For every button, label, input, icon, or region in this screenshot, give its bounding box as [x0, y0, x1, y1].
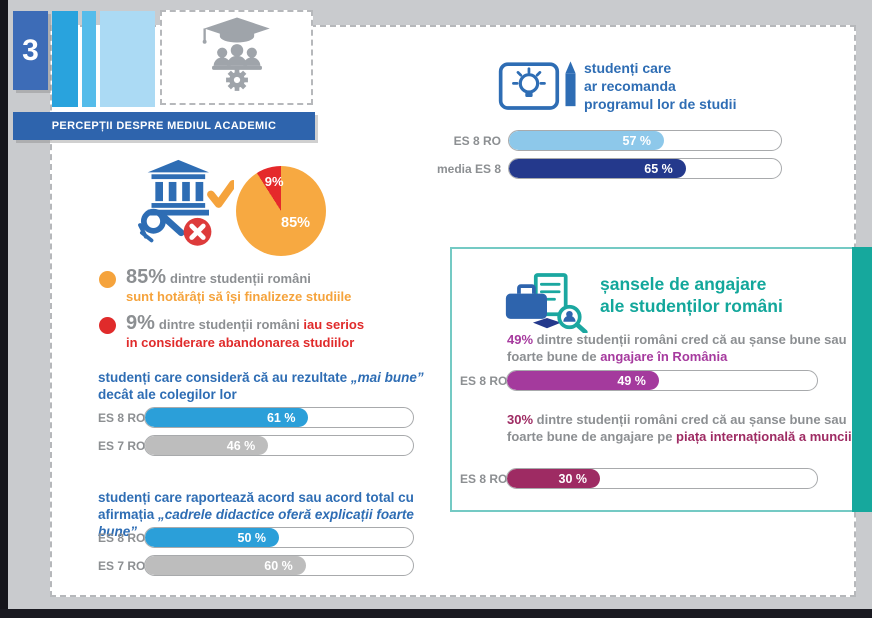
header-icon-box: [160, 10, 313, 105]
section-title-banner: PERCEPȚII DESPRE MEDIUL ACADEMIC: [13, 112, 315, 140]
heading-quote: „mai bune”: [350, 370, 424, 385]
bar-row: ES 8 RO 50 %: [98, 527, 414, 548]
teaching-heading: studenți care raportează acord sau acord…: [98, 489, 446, 540]
decor-stripe: [82, 11, 96, 107]
bar-track: 50 %: [144, 527, 414, 548]
section-number-box: 3: [13, 11, 48, 90]
bar-fill: 65 %: [509, 159, 686, 178]
bar-category-label: media ES 8: [436, 161, 501, 176]
bar-fill: 46 %: [145, 436, 269, 455]
bar-category-label: ES 8 RO: [98, 410, 146, 425]
bar-row: ES 7 RO 46 %: [98, 435, 414, 456]
bar-value-label: 65 %: [644, 161, 673, 176]
employment-panel: șansele de angajare ale studenților româ…: [450, 247, 854, 512]
bar-fill: 60 %: [145, 556, 306, 575]
bar-row: ES 8 RO 57 %: [430, 130, 782, 151]
stat-emphasis: iau serios: [303, 316, 365, 332]
bar-track: 57 %: [508, 130, 782, 151]
bar-row: ES 8 RO 49 %: [460, 370, 818, 391]
stat-emphasis: angajare în România: [600, 348, 728, 364]
completion-pie-chart: 9% 85%: [236, 166, 326, 256]
pie-slice-label: 9%: [264, 174, 284, 190]
recommend-bar-chart: ES 8 RO 57 % media ES 8 65 %: [430, 130, 782, 186]
bar-value-label: 30 %: [558, 471, 588, 486]
legend-item-finish: 85% dintre studenții români sunt hotărâți…: [99, 265, 434, 305]
bar-category-label: ES 8 RO: [460, 471, 508, 486]
red-bullet-icon: [99, 316, 116, 334]
stat-emphasis: sunt hotărâți să își finalizeze studiile: [126, 289, 352, 304]
bar-fill: 50 %: [145, 528, 279, 547]
left-edge-strip: [0, 0, 8, 618]
heading-text: studenți care consideră că au rezultate: [98, 370, 351, 385]
stat-emphasis: in considerare abandonarea studiilor: [126, 334, 355, 350]
stat-percent: 49%: [507, 332, 534, 347]
stat-percent: 30%: [507, 412, 534, 427]
bar-value-label: 57 %: [622, 133, 652, 148]
bar-fill: 49 %: [507, 371, 659, 390]
bar-track: 60 %: [144, 555, 414, 576]
bar-category-label: ES 8 RO: [98, 530, 146, 545]
bar-category-label: ES 8 RO: [460, 373, 508, 388]
recommend-heading-line: studenți care: [584, 60, 672, 76]
employment-title-line: șansele de angajare: [600, 274, 767, 294]
employment-intl-text: 30% dintre studenții români cred că au ș…: [507, 412, 857, 446]
decor-stripe: [52, 11, 78, 107]
bar-fill: 30 %: [507, 469, 600, 488]
bar-row: media ES 8 65 %: [430, 158, 782, 179]
results-bar-chart: ES 8 RO 61 % ES 7 RO 46 %: [98, 407, 414, 463]
bar-value-label: 61 %: [266, 410, 296, 425]
teal-accent-block: [852, 247, 872, 512]
results-heading: studenți care consideră că au rezultate …: [98, 369, 436, 403]
bar-value-label: 60 %: [264, 558, 293, 573]
section-title: PERCEPȚII DESPRE MEDIUL ACADEMIC: [51, 120, 277, 132]
bottom-edge-strip: [0, 609, 872, 618]
bar-track: 30 %: [506, 468, 818, 489]
heading-text: decât ale colegilor lor: [98, 387, 237, 403]
orange-bullet-icon: [99, 271, 116, 288]
stat-text: dintre studenții români: [170, 271, 311, 286]
scroll-lightbulb-pencil-icon: [497, 56, 581, 123]
bar-category-label: ES 7 RO: [98, 438, 146, 453]
bar-fill: 61 %: [145, 408, 309, 427]
bar-track: 65 %: [508, 158, 782, 179]
recommend-heading: studenți care ar recomanda programul lor…: [584, 60, 736, 114]
university-diploma-icon: [138, 158, 237, 255]
stat-text: dintre studenții români: [158, 316, 304, 332]
pie-slice-label: 85%: [281, 214, 311, 231]
heading-quote: „cadrele didactice oferă explicații foar…: [98, 507, 414, 540]
bar-category-label: ES 8 RO: [453, 133, 501, 148]
employment-ro-text: 49% dintre studenții români cred că au ș…: [507, 332, 855, 366]
recommend-heading-line: ar recomanda: [584, 77, 676, 94]
stat-emphasis: piața internațională a muncii: [676, 428, 852, 444]
bar-category-label: ES 7 RO: [98, 558, 146, 573]
bar-value-label: 46 %: [226, 438, 256, 453]
decor-stripe: [100, 11, 155, 107]
academic-people-gear-icon: [198, 17, 276, 98]
bar-value-label: 49 %: [617, 373, 646, 388]
teaching-bar-chart: ES 8 RO 50 % ES 7 RO 60 %: [98, 527, 414, 583]
heading-text: studenți care raportează acord sau acord…: [98, 490, 414, 523]
stat-text: dintre studenții români cred că au șanse…: [507, 412, 847, 444]
completion-legend: 85% dintre studenții români sunt hotărâți…: [99, 265, 434, 356]
section-number: 3: [22, 33, 39, 67]
bar-track: 49 %: [506, 370, 818, 391]
bar-row: ES 8 RO 61 %: [98, 407, 414, 428]
stat-text: dintre studenții români cred că au șanse…: [507, 332, 847, 364]
bar-row: ES 7 RO 60 %: [98, 555, 414, 576]
employment-title-line: ale studenților români: [600, 295, 783, 316]
bar-value-label: 50 %: [237, 530, 267, 545]
employment-title: șansele de angajare ale studenților româ…: [600, 274, 783, 318]
legend-item-abandon: 9% dintre studenții români iau serios in …: [99, 311, 434, 351]
recommend-heading-line: programul lor de studii: [584, 95, 737, 112]
employment-ro-bar-chart: ES 8 RO 49 %: [460, 370, 818, 398]
employment-intl-bar-chart: ES 8 RO 30 %: [460, 468, 818, 496]
briefcase-document-magnifier-icon: [504, 273, 590, 338]
bar-track: 46 %: [144, 435, 414, 456]
stat-percent: 9%: [126, 311, 155, 334]
bar-track: 61 %: [144, 407, 414, 428]
bar-row: ES 8 RO 30 %: [460, 468, 818, 489]
bar-fill: 57 %: [509, 131, 665, 150]
stat-percent: 85%: [126, 266, 167, 288]
